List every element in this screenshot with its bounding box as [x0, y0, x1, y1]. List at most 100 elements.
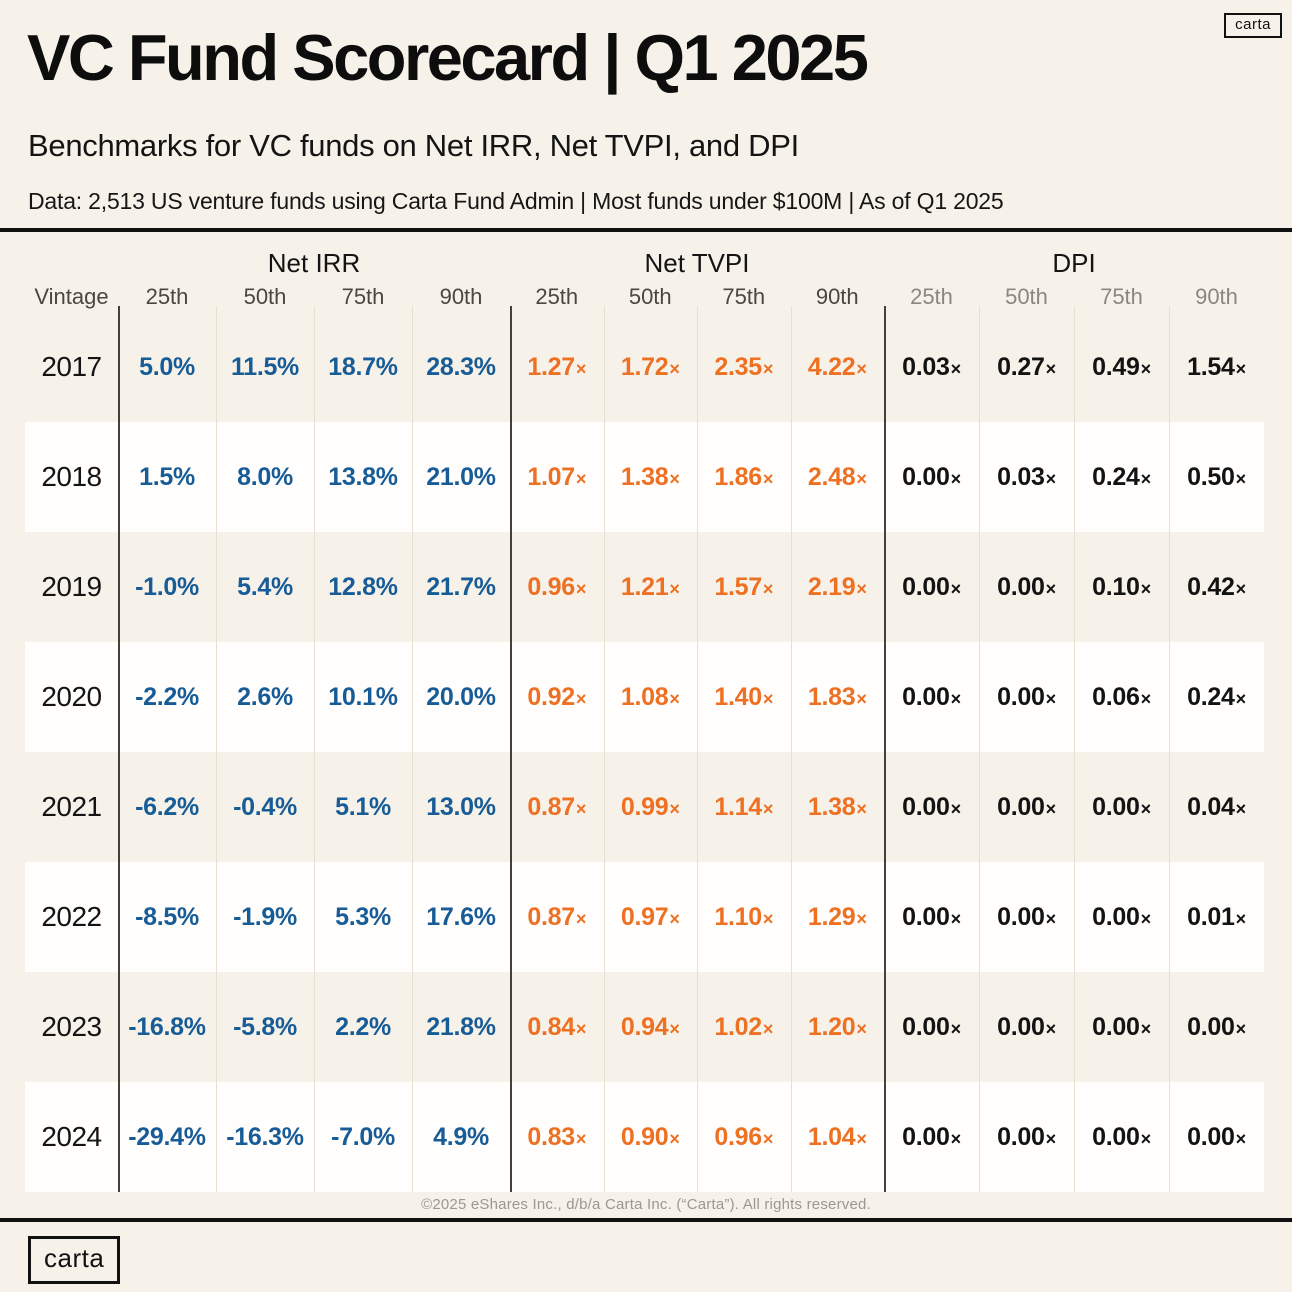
multiplier-suffix: × — [1140, 1018, 1152, 1039]
tvpi-cell: 1.21× — [620, 572, 680, 601]
irr-cell: -1.0% — [135, 572, 199, 601]
multiplier-suffix: × — [950, 1018, 962, 1039]
multiplier-suffix: × — [762, 468, 774, 489]
multiplier-suffix: × — [856, 688, 867, 709]
multiplier-suffix: × — [856, 468, 867, 489]
tvpi-cell: 1.83× — [807, 682, 867, 711]
irr-cell: 5.1% — [335, 792, 391, 821]
dpi-cell: 0.00× — [902, 682, 961, 711]
vintage-column-header: Vintage — [34, 284, 109, 309]
tvpi-cell: 1.10× — [714, 902, 774, 931]
irr-cell: 13.8% — [328, 462, 398, 491]
multiplier-suffix: × — [1140, 798, 1152, 819]
dpi-cell: 0.24× — [1092, 462, 1152, 491]
header-divider-rule — [0, 228, 1292, 232]
column-divider-line — [314, 306, 315, 1192]
vintage-cell: 2020 — [41, 681, 102, 712]
multiplier-suffix: × — [856, 1018, 867, 1039]
multiplier-suffix: × — [1140, 468, 1152, 489]
carta-logo-footer: carta — [28, 1236, 121, 1284]
dpi-cell: 0.00× — [902, 572, 961, 601]
dpi-cell: 0.00× — [997, 572, 1057, 601]
irr-cell: -0.4% — [233, 792, 297, 821]
multiplier-suffix: × — [669, 798, 680, 819]
benchmark-table: Net IRR Net TVPI DPI Vintage 25th 50th 75th 90t… — [0, 240, 1292, 1192]
group-divider-line — [884, 306, 886, 1192]
multiplier-suffix: × — [1235, 688, 1247, 709]
multiplier-suffix: × — [575, 908, 587, 929]
multiplier-suffix: × — [1045, 578, 1057, 599]
irr-cell: 2.6% — [237, 682, 293, 711]
multiplier-suffix: × — [669, 578, 680, 599]
percentile-header-dpi: 25th — [910, 284, 953, 309]
multiplier-suffix: × — [575, 1128, 587, 1149]
tvpi-cell: 1.07× — [527, 462, 587, 491]
group-header-row: Net IRR Net TVPI DPI — [25, 244, 1264, 282]
tvpi-cell: 1.86× — [714, 462, 774, 491]
multiplier-suffix: × — [950, 908, 962, 929]
irr-cell: 28.3% — [426, 352, 496, 381]
tvpi-cell: 1.20× — [807, 1012, 867, 1041]
dpi-cell: 0.00× — [1092, 792, 1152, 821]
irr-cell: -16.3% — [226, 1122, 304, 1151]
dpi-cell: 0.00× — [1187, 1012, 1246, 1041]
multiplier-suffix: × — [1140, 908, 1152, 929]
dpi-cell: 0.00× — [1187, 1122, 1247, 1151]
multiplier-suffix: × — [669, 1128, 680, 1149]
irr-cell: 5.4% — [237, 572, 293, 601]
table-row: 2020 -2.2% 2.6% 10.1% 20.0% 0.92× 1.08× 1.40× 1.… — [25, 642, 1264, 752]
irr-cell: -5.8% — [233, 1012, 297, 1041]
group-label-dpi: DPI — [1052, 247, 1096, 278]
vintage-cell: 2018 — [41, 461, 102, 492]
irr-cell: -2.2% — [135, 682, 199, 711]
dpi-cell: 0.06× — [1092, 682, 1151, 711]
irr-cell: 1.5% — [139, 462, 195, 491]
irr-cell: 2.2% — [335, 1012, 391, 1041]
dpi-cell: 0.24× — [1187, 682, 1247, 711]
multiplier-suffix: × — [762, 578, 774, 599]
column-divider-line — [790, 306, 792, 1192]
group-divider-line — [510, 306, 512, 1192]
multiplier-suffix: × — [950, 798, 962, 819]
row-stripe — [25, 862, 1264, 972]
irr-cell: 21.8% — [426, 1012, 496, 1041]
percentile-header-dpi: 75th — [1100, 284, 1143, 309]
percentile-header-dpi: 50th — [1005, 284, 1048, 309]
multiplier-suffix: × — [950, 358, 962, 379]
multiplier-suffix: × — [1235, 1128, 1247, 1149]
percentile-header-tvpi: 50th — [628, 284, 672, 309]
irr-cell: 5.0% — [139, 352, 195, 381]
footer-bar: Subscribe for more startup data: carta.c… — [0, 1222, 1292, 1292]
row-stripe — [25, 1082, 1264, 1192]
tvpi-cell: 0.99× — [620, 792, 680, 821]
dpi-cell: 0.03× — [902, 352, 962, 381]
dpi-cell: 0.00× — [997, 902, 1056, 931]
multiplier-suffix: × — [1045, 358, 1057, 379]
irr-cell: 11.5% — [230, 352, 299, 381]
multiplier-suffix: × — [1235, 358, 1247, 379]
percentile-header-tvpi: 25th — [535, 284, 579, 309]
dpi-cell: 0.42× — [1187, 572, 1246, 601]
dpi-cell: 0.00× — [1092, 1122, 1151, 1151]
tvpi-cell: 0.94× — [620, 1012, 680, 1041]
tvpi-cell: 0.92× — [527, 682, 587, 711]
irr-cell: 20.0% — [426, 682, 496, 711]
dpi-cell: 0.00× — [997, 682, 1057, 711]
tvpi-cell: 1.08× — [620, 682, 680, 711]
percentile-header-irr: 25th — [145, 284, 189, 309]
tvpi-cell: 1.29× — [807, 902, 867, 931]
multiplier-suffix: × — [856, 578, 867, 599]
multiplier-suffix: × — [762, 688, 774, 709]
multiplier-suffix: × — [1045, 688, 1057, 709]
dpi-cell: 0.00× — [902, 792, 962, 821]
irr-cell: -16.8% — [128, 1012, 206, 1041]
multiplier-suffix: × — [950, 1128, 962, 1149]
vintage-cell: 2019 — [41, 571, 102, 602]
tvpi-cell: 0.84× — [527, 1012, 587, 1041]
table-row: 2019 -1.0% 5.4% 12.8% 21.7% 0.96× 1.21× 1.57× 2.… — [25, 532, 1264, 642]
multiplier-suffix: × — [762, 1018, 774, 1039]
column-divider-line — [979, 306, 980, 1192]
tvpi-cell: 1.40× — [714, 682, 774, 711]
multiplier-suffix: × — [669, 1018, 680, 1039]
